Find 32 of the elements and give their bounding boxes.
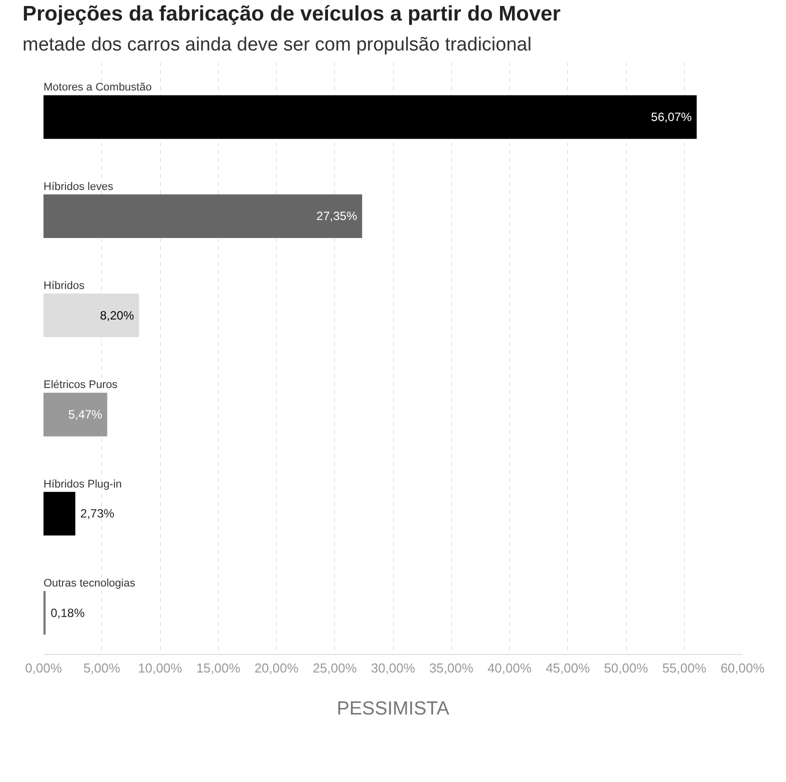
x-tick-label: 60,00% [720, 660, 765, 676]
data-label: 0,18% [50, 606, 85, 620]
x-tick-label: 20,00% [254, 660, 299, 676]
x-tick-label: 30,00% [370, 660, 416, 676]
y-tick-label: Motores a Combustão [44, 82, 152, 94]
y-tick-label: Híbridos leves [44, 180, 114, 193]
x-tick-label: 25,00% [312, 660, 358, 676]
x-tick-label: 15,00% [196, 660, 241, 676]
x-tick-label: 0,00% [25, 660, 62, 676]
chart-title: Projeções da fabricação de veículos a partir do Mover [22, 2, 561, 26]
x-axis-title: PESSIMISTA [336, 698, 450, 720]
data-label: 8,20% [100, 308, 134, 322]
y-tick-label: Elétricos Puros [44, 379, 118, 392]
data-label: 2,73% [80, 506, 115, 521]
bar [44, 392, 108, 436]
x-tick-label: 10,00% [138, 660, 182, 676]
data-label: 56,07% [651, 110, 692, 124]
bar [44, 194, 362, 238]
x-tick-label: 35,00% [429, 660, 474, 676]
bar [44, 492, 76, 536]
chart-subtitle: metade dos carros ainda deve ser com propulsão tradicional [22, 34, 532, 56]
data-label: 5,47% [68, 408, 103, 422]
x-tick-label: 5,00% [83, 660, 121, 676]
x-tick-label: 45,00% [546, 660, 590, 676]
x-tick-label: 55,00% [662, 660, 707, 676]
bar [44, 95, 697, 139]
y-tick-label: Outras tecnologias [44, 578, 136, 590]
y-tick-label: Híbridos Plug-in [44, 478, 122, 490]
x-tick-label: 40,00% [487, 660, 532, 676]
y-tick-label: Híbridos [44, 280, 85, 292]
data-label: 27,35% [316, 209, 358, 224]
x-tick-label: 50,00% [604, 660, 648, 676]
